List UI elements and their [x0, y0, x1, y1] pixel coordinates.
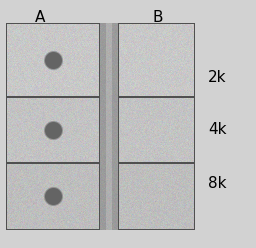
Text: 4k: 4k — [208, 123, 227, 137]
Text: 2k: 2k — [208, 70, 227, 86]
Text: A: A — [35, 10, 45, 25]
Text: B: B — [153, 10, 163, 25]
Text: 8k: 8k — [208, 176, 227, 190]
